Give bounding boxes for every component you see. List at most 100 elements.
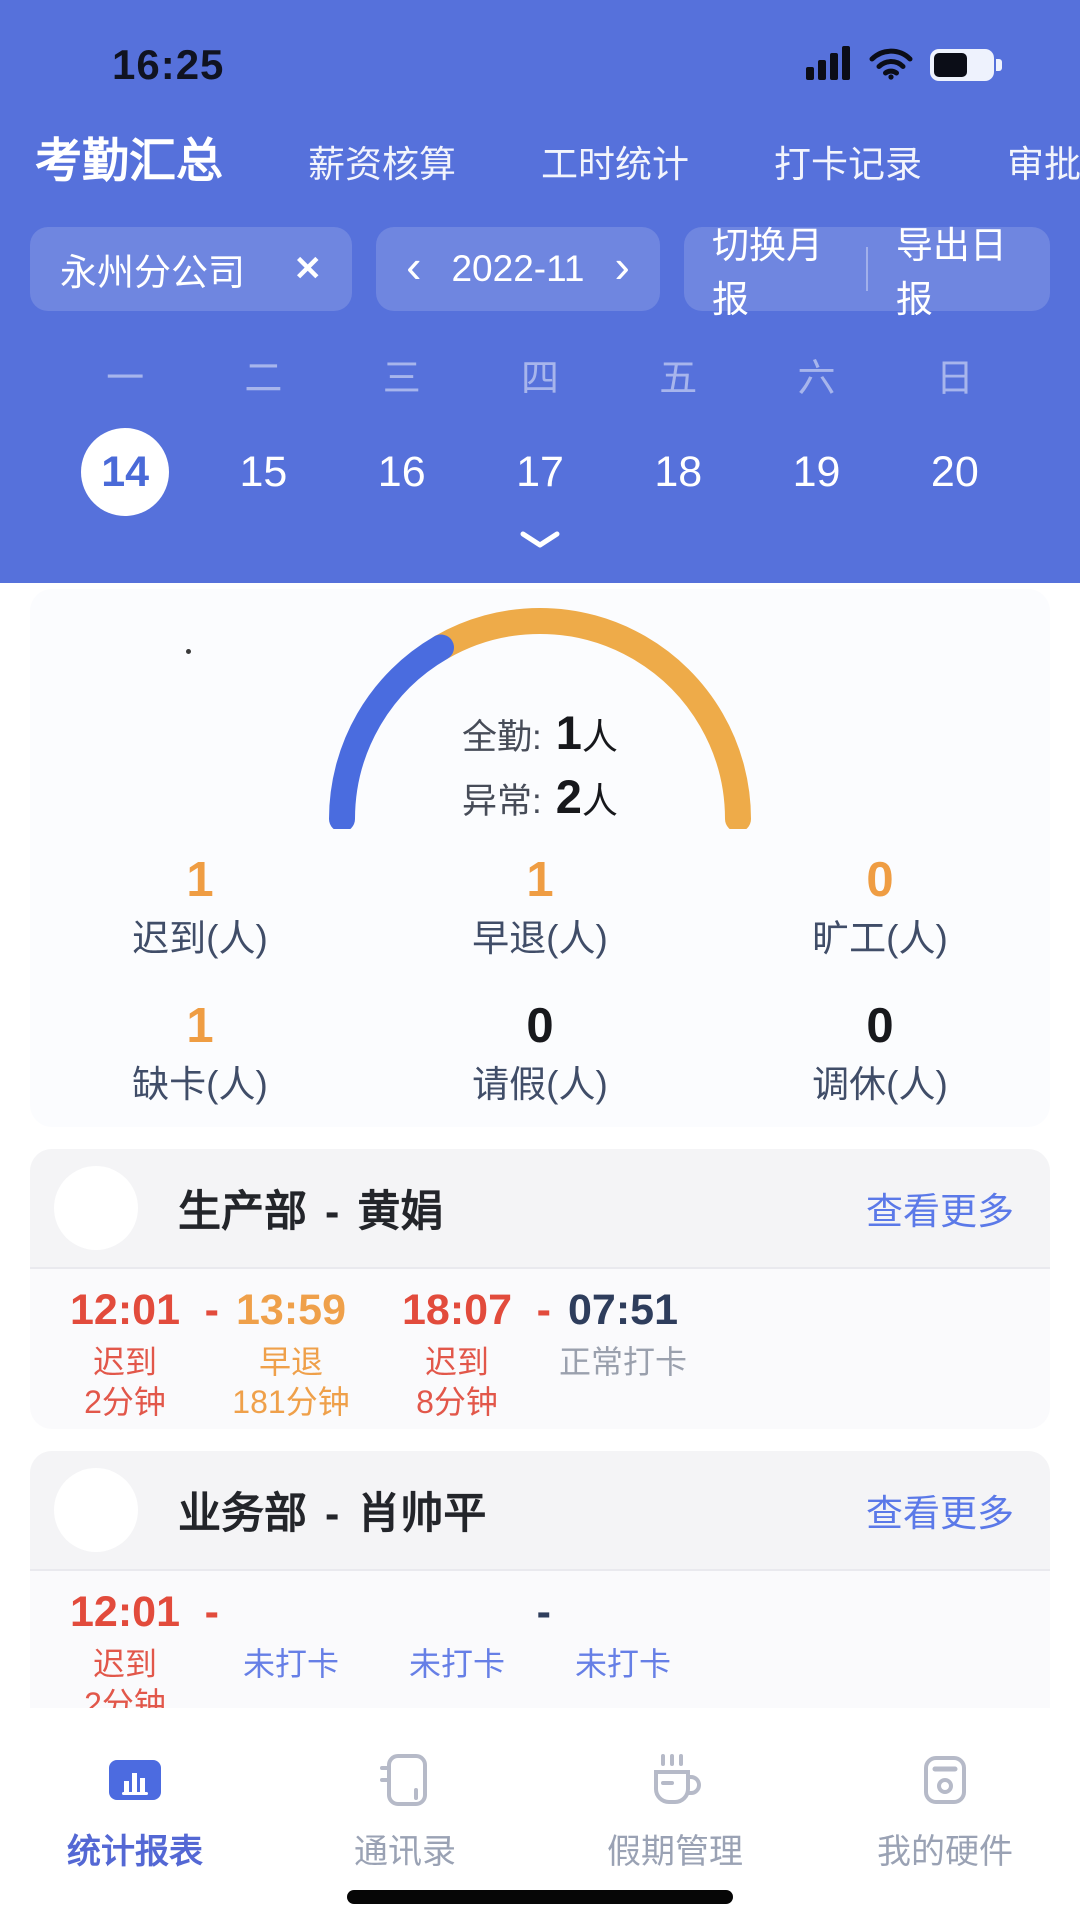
tabbar-holiday-management[interactable]: 假期管理 [540,1748,810,1920]
close-icon[interactable]: ✕ [293,250,323,288]
gauge-arc-full-attendance [329,634,454,829]
avatar [54,1166,138,1250]
attendance-gauge-chart: 全勤: 1人 异常: 2人 [318,597,762,829]
weekday-label: 日 [935,358,974,400]
weekday-label: 五 [659,358,698,400]
cellular-signal-icon [806,45,852,85]
date-cell[interactable]: 19 [792,448,841,496]
stat-early-leave: 1 早退(人) [472,853,608,959]
selected-date-circle: 14 [81,428,170,516]
battery-fill [934,53,967,77]
department-name: 业务部 [178,1490,307,1538]
employee-name: 黄娟 [357,1188,444,1236]
gauge-arc-abnormal [428,607,751,829]
weekday-label: 三 [382,358,421,400]
stats-report-icon [0,1748,270,1812]
home-indicator[interactable] [347,1890,733,1904]
header: 16:25 [0,0,1080,583]
month-value: 2022-11 [451,248,585,289]
dash-separator: - [536,1588,551,1636]
date-cell[interactable]: 16 [377,448,426,496]
date-cell[interactable]: 17 [516,448,564,496]
punch-col: 07:51 正常打卡 [558,1286,687,1380]
stat-comp-off: 0 调休(人) [812,999,948,1105]
weekday-label: 四 [520,358,559,400]
avatar [54,1468,138,1552]
status-bar: 16:25 [0,0,1080,100]
date-cell[interactable]: 18 [654,448,703,496]
tab-approval[interactable]: 审批 [1007,144,1080,185]
employee-card-header: 生产部 - 黄娟 查看更多 [30,1149,1050,1269]
punch-records: 12:01 - 迟到 2分钟 未打卡 - 未打卡 未打卡 [30,1571,1050,1731]
chevron-right-icon[interactable]: › [614,240,630,292]
department-name: 生产部 [178,1188,307,1236]
legend-full-attendance: 全勤: 1人 [462,706,618,759]
status-time: 16:25 [112,41,225,88]
tabbar-stats-report[interactable]: 统计报表 [0,1748,270,1920]
employee-card: 生产部 - 黄娟 查看更多 12:01 - 迟到 2分钟 13:59 早退 18… [30,1149,1050,1429]
contacts-icon [270,1748,540,1812]
stat-late: 1 迟到(人) [132,853,268,959]
dash-separator: - [536,1286,551,1334]
legend-abnormal: 异常: 2人 [462,770,618,823]
dash-separator: - [204,1588,219,1636]
stats-grid: 1 迟到(人) 1 早退(人) 0 旷工(人) 1 缺卡(人) 0 请假(人) … [30,851,1050,1107]
holiday-cup-icon [540,1748,810,1812]
company-filter-label: 永州分公司 [60,252,245,293]
date-row: 14 15 16 17 18 19 20 [0,428,1080,516]
punch-col: 12:01 - 迟到 2分钟 [42,1283,219,1421]
date-cell[interactable]: 20 [930,448,979,496]
calendar-collapse[interactable] [0,530,1080,555]
speck-artifact [186,649,191,654]
bottom-tab-bar: 统计报表 通讯录 [0,1708,1080,1920]
punch-col: 18:07 - 迟到 8分钟 [374,1283,551,1421]
tab-salary-accounting[interactable]: 薪资核算 [308,144,456,185]
dash-separator: - [204,1286,219,1334]
punch-col: 未打卡 [242,1646,339,1682]
tabbar-contacts[interactable]: 通讯录 [270,1748,540,1920]
chevron-left-icon[interactable]: ‹ [406,240,422,292]
wifi-icon [868,46,914,85]
employee-title: 生产部 - 黄娟 [178,1177,443,1239]
employee-card-header: 业务部 - 肖帅平 查看更多 [30,1451,1050,1571]
export-daily-button[interactable]: 导出日报 [895,225,1007,320]
employee-card: 业务部 - 肖帅平 查看更多 12:01 - 迟到 2分钟 未打卡 - 未打卡 [30,1451,1050,1731]
month-picker: ‹ 2022-11 › [376,227,660,311]
stat-missing-punch: 1 缺卡(人) [132,999,268,1105]
company-filter[interactable]: 永州分公司 ✕ [30,227,352,311]
employee-name: 肖帅平 [357,1490,487,1538]
date-cell[interactable]: 15 [239,448,288,496]
divider [866,247,868,291]
report-actions: 切换月报 导出日报 [684,225,1050,320]
gauge-legend: 全勤: 1人 异常: 2人 [318,701,762,829]
punch-col: 未打卡 [574,1646,671,1682]
weekday-label: 二 [244,358,283,400]
title-separator: - [325,1188,340,1236]
weekday-row: 一 二 三 四 五 六 日 [0,347,1080,402]
employee-title: 业务部 - 肖帅平 [178,1479,486,1541]
punch-col: - 未打卡 [374,1585,551,1723]
chevron-down-icon [519,531,561,554]
battery-icon [930,49,1002,81]
punch-col: 13:59 早退 181分钟 [232,1286,350,1420]
tabbar-my-hardware[interactable]: 我的硬件 [810,1748,1080,1920]
view-more-link[interactable]: 查看更多 [866,1191,1014,1232]
battery-nub [996,59,1002,71]
hardware-icon [810,1748,1080,1812]
status-icons [806,45,1002,85]
tab-attendance-summary[interactable]: 考勤汇总 [35,134,223,187]
top-tabs: 考勤汇总 薪资核算 工时统计 打卡记录 审批 [0,122,1080,191]
view-more-link[interactable]: 查看更多 [866,1493,1014,1534]
weekday-label: 一 [106,358,145,400]
weekday-label: 六 [797,358,836,400]
summary-panel: 全勤: 1人 异常: 2人 1 迟到(人) 1 早退(人) 0 旷工(人) 1 [30,589,1050,1127]
stat-leave: 0 请假(人) [472,999,608,1105]
date-cell-selected[interactable]: 14 [56,428,194,516]
title-separator: - [325,1490,340,1538]
filter-row: 永州分公司 ✕ ‹ 2022-11 › 切换月报 导出日报 [0,225,1080,320]
punch-records: 12:01 - 迟到 2分钟 13:59 早退 181分钟 18:07 - 迟到… [30,1269,1050,1429]
tab-punch-records[interactable]: 打卡记录 [774,144,922,185]
tab-work-hours[interactable]: 工时统计 [541,144,689,185]
switch-monthly-button[interactable]: 切换月报 [712,225,823,320]
